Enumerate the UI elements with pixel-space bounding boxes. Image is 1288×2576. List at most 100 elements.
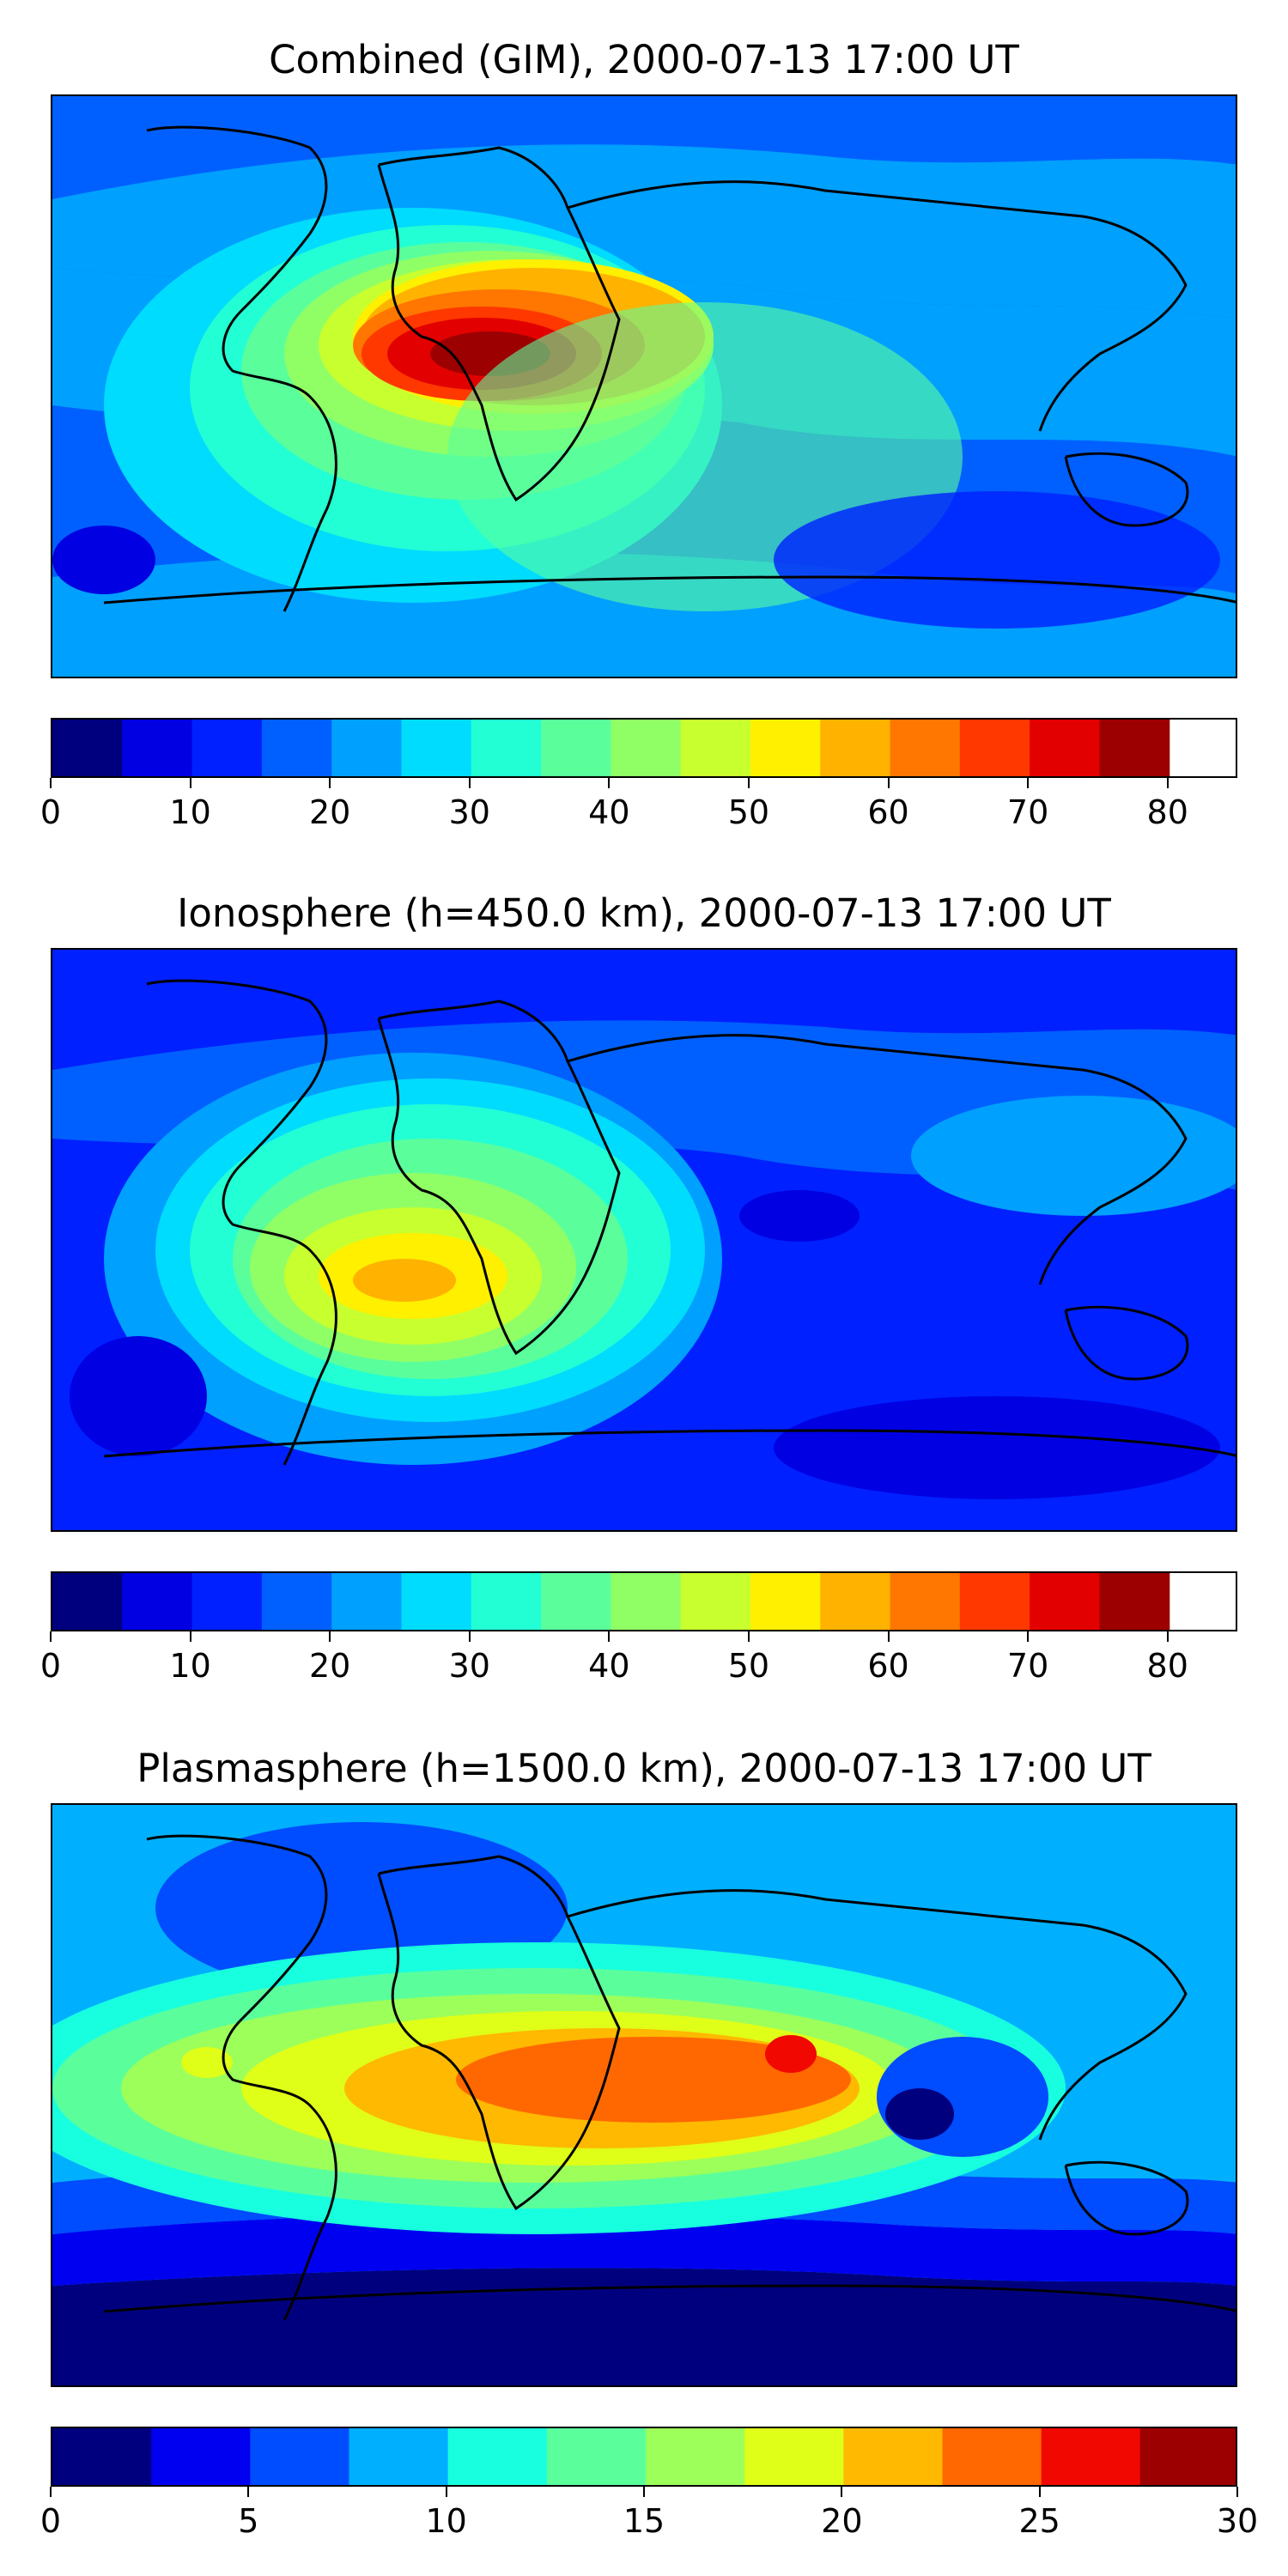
colorbar-tick	[468, 1631, 471, 1642]
colorbar-tick	[887, 1631, 890, 1642]
colorbar-tick	[1038, 2487, 1041, 2497]
colorbar-tick-label: 40	[588, 793, 630, 831]
colorbar-tick	[189, 778, 191, 788]
colorbar-tick-label: 0	[39, 1647, 62, 1685]
colorbar-tick	[445, 2487, 447, 2497]
colorbar-tick-label: 15	[623, 2502, 665, 2540]
colorbar-tick-label: 60	[867, 1647, 909, 1685]
colorbar-tick-label: 60	[867, 793, 909, 831]
colorbar-tick	[247, 2487, 250, 2497]
colorbar-tick	[887, 778, 890, 788]
colorbar-tick-label: 10	[169, 1647, 211, 1685]
colorbar-segment	[471, 1573, 542, 1630]
colorbar-tick-label: 30	[1216, 2502, 1259, 2540]
map-title: Plasmasphere (h=1500.0 km), 2000-07-13 1…	[137, 1746, 1151, 1791]
colorbar-tick	[50, 1631, 52, 1642]
colorbar-tick	[1166, 778, 1169, 788]
colorbar-tick	[747, 778, 750, 788]
colorbar-segment	[52, 1573, 123, 1630]
colorbar-tick-label: 20	[308, 793, 351, 831]
colorbar-ticks-plasmasphere: 0 5 10 15 20 25 30	[40, 2487, 1258, 2540]
field-contours	[52, 144, 1236, 677]
colorbar-tick-label: 70	[1006, 1647, 1049, 1685]
tec-map-ionosphere	[51, 948, 1237, 1532]
colorbar-segment	[843, 2428, 944, 2485]
colorbar-tick	[643, 2487, 645, 2497]
colorbar-segment	[122, 720, 193, 776]
colorbar-tick-label: 10	[169, 793, 211, 831]
colorbar-tick	[468, 778, 471, 788]
coastlines	[103, 1834, 1236, 2321]
colorbar-segments	[52, 2428, 1236, 2485]
colorbar-ionosphere	[51, 1571, 1237, 1631]
colorbar-segment	[471, 720, 542, 776]
colorbar-segment	[349, 2428, 449, 2485]
colorbar-segment	[191, 720, 263, 776]
colorbar-segment	[611, 1573, 682, 1630]
colorbar-tick-label: 70	[1006, 793, 1049, 831]
colorbar-tick	[50, 778, 52, 788]
colorbar-segment	[151, 2428, 251, 2485]
colorbar-segment	[611, 720, 682, 776]
colorbar-tick-label: 80	[1146, 793, 1188, 831]
colorbar-tick	[1166, 1631, 1169, 1642]
colorbar-segment	[890, 720, 961, 776]
colorbar-segment	[820, 720, 891, 776]
colorbar-segment	[541, 720, 611, 776]
colorbar-segment	[546, 2428, 647, 2485]
colorbar-segment	[331, 1573, 403, 1630]
colorbar-tick	[1027, 1631, 1030, 1642]
colorbar-segment	[744, 2428, 844, 2485]
colorbar-tick	[189, 1631, 191, 1642]
colorbar-plasmasphere	[51, 2427, 1237, 2487]
colorbar-segments	[52, 1573, 1170, 1630]
colorbar-segment	[646, 2428, 745, 2485]
colorbar-segment	[1099, 1573, 1170, 1630]
colorbar-tick	[608, 778, 611, 788]
colorbar-combined	[51, 718, 1237, 778]
tec-map-combined	[51, 94, 1237, 678]
colorbar-tick-label: 5	[238, 2502, 259, 2540]
field-contours	[52, 1020, 1236, 1499]
colorbar-tick	[1027, 778, 1030, 788]
colorbar-tick	[329, 778, 331, 788]
colorbar-segment	[750, 1573, 821, 1630]
colorbar-segment	[250, 2428, 350, 2485]
colorbar-tick	[329, 1631, 331, 1642]
colorbar-segment	[1030, 1573, 1101, 1630]
colorbar-segment	[401, 1573, 472, 1630]
map-title: Ionosphere (h=450.0 km), 2000-07-13 17:0…	[177, 890, 1111, 936]
colorbar-tick-label: 10	[425, 2502, 467, 2540]
colorbar-segment	[1041, 2428, 1141, 2485]
colorbar-segment	[541, 1573, 611, 1630]
colorbar-segment	[447, 2428, 548, 2485]
colorbar-segment	[261, 1573, 332, 1630]
colorbar-segment	[942, 2428, 1042, 2485]
colorbar-segment	[750, 720, 821, 776]
colorbar-segment	[959, 720, 1030, 776]
colorbar-tick-label: 20	[821, 2502, 863, 2540]
map-title: Combined (GIM), 2000-07-13 17:00 UT	[269, 37, 1019, 82]
colorbar-segment	[52, 720, 123, 776]
colorbar-tick-label: 50	[727, 1647, 770, 1685]
colorbar-ticks-ionosphere: 0 10 20 30 40 50 60 70 80	[40, 1631, 1237, 1685]
colorbar-segment	[122, 1573, 193, 1630]
colorbar-segment	[331, 720, 403, 776]
colorbar-tick-label: 30	[448, 1647, 490, 1685]
colorbar-ticks-combined: 0 10 20 30 40 50 60 70 80	[40, 778, 1237, 831]
colorbar-segment	[1139, 2428, 1236, 2485]
colorbar-segments	[52, 720, 1170, 776]
coastlines	[103, 125, 1236, 612]
colorbar-tick	[841, 2487, 843, 2497]
colorbar-tick-label: 25	[1018, 2502, 1060, 2540]
colorbar-tick	[747, 1631, 750, 1642]
colorbar-segment	[1030, 720, 1101, 776]
colorbar-tick-label: 20	[308, 1647, 351, 1685]
colorbar-segment	[680, 720, 751, 776]
colorbar-segment	[680, 1573, 751, 1630]
colorbar-segment	[261, 720, 332, 776]
colorbar-segment	[890, 1573, 961, 1630]
colorbar-tick	[1236, 2487, 1238, 2497]
coastlines	[103, 979, 1236, 1466]
colorbar-segment	[401, 720, 472, 776]
